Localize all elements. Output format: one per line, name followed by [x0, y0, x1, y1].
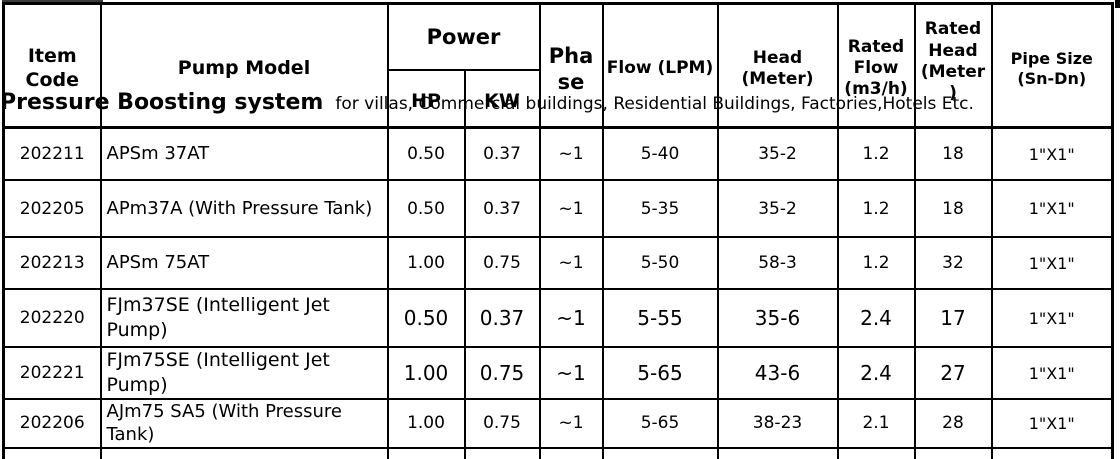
cell-pipe-size: 1"X1": [990, 126, 1114, 181]
cell-item-code: 202221: [2, 346, 102, 400]
cell-rated-head: 18: [913, 179, 993, 238]
col-header-hp: HP: [386, 69, 466, 135]
cell-head-meter: 35-2: [716, 126, 839, 181]
cell-hp: 1.00: [386, 398, 466, 449]
cell-kw: 0.75: [463, 236, 541, 290]
cell-pipe-size: 1"X1": [990, 236, 1114, 290]
clipped-border-fragment: [1115, 0, 1120, 8]
cell-rated-flow: 2.4: [836, 346, 916, 400]
section-subtitle: for villas, Commercial buildings, Reside…: [335, 94, 974, 114]
table-row: 202205 APm37A (With Pressure Tank) 0.50 …: [2, 179, 1114, 238]
cell-pipe-size: 1"X1": [990, 179, 1114, 238]
cell-flow-lpm: 5-65: [601, 398, 719, 449]
pump-data-table: 202211 APSm 37AT 0.50 0.37 ~1 5-40 35-2 …: [2, 126, 1114, 459]
table-row: 202213 APSm 75AT 1.00 0.75 ~1 5-50 58-3 …: [2, 236, 1114, 290]
cell-kw: 0.37: [463, 179, 541, 238]
cell-kw: 0.75: [463, 398, 541, 449]
cell-rated-flow: 2.4: [836, 288, 916, 348]
col-header-rated-flow: Rated Flow (m3/h): [836, 2, 916, 135]
cell-pump-model: APm37A (With Pressure Tank): [99, 179, 389, 238]
cell-head-meter: 38-23: [716, 398, 839, 449]
cell-item-code: 202220: [2, 288, 102, 348]
cell-hp: 0.50: [386, 126, 466, 181]
cell-item-code: 202205: [2, 179, 102, 238]
cell-pipe-size: 1"X1": [990, 398, 1114, 449]
col-header-item-code: Item Code: [2, 2, 102, 135]
cell-phase: ~1: [538, 236, 604, 290]
cell-item-code: 202211: [2, 126, 102, 181]
cell-head-meter: 58-3: [716, 236, 839, 290]
col-header-pipe-size: Pipe Size (Sn-Dn): [990, 2, 1114, 135]
cell-rated-flow: 2.1: [836, 398, 916, 449]
cell-head-meter: 43-6: [716, 346, 839, 400]
cell-hp: 0.50: [386, 179, 466, 238]
cell-flow-lpm: 5-55: [601, 288, 719, 348]
cell-phase: ~1: [538, 398, 604, 449]
section-title: Pressure Boosting system: [0, 90, 324, 115]
cell-phase: ~1: [538, 288, 604, 348]
col-header-phase: Pha se: [538, 2, 604, 135]
cell-flow-lpm: 5-50: [601, 236, 719, 290]
cell-flow-lpm: 5-65: [601, 346, 719, 400]
cell-kw: 0.37: [463, 288, 541, 348]
cell-item-code: 202206: [2, 398, 102, 449]
cell-kw: 0.37: [463, 126, 541, 181]
cell-kw: 0.75: [463, 346, 541, 400]
cell-pump-model: APSm 37AT: [99, 126, 389, 181]
section-heading: Pressure Boosting system for villas, Com…: [0, 80, 1120, 126]
spec-header-table: Item Code Pump Model Power Pha se Flow (…: [2, 2, 1114, 136]
cell-flow-lpm: 5-35: [601, 179, 719, 238]
cell-rated-head: 17: [913, 288, 993, 348]
cell-rated-head: 18: [913, 126, 993, 181]
cell-hp: 1.00: [386, 236, 466, 290]
table-row-clipped: [2, 446, 1114, 459]
col-header-pump-model: Pump Model: [99, 2, 389, 135]
cell-head-meter: 35-6: [716, 288, 839, 348]
table-row: 202206 AJm75 SA5 (With Pressure Tank) 1.…: [2, 398, 1114, 449]
cell-hp: 1.00: [386, 346, 466, 400]
cell-pump-model: APSm 75AT: [99, 236, 389, 290]
cell-rated-flow: 1.2: [836, 179, 916, 238]
cell-rated-flow: 1.2: [836, 236, 916, 290]
cell-phase: ~1: [538, 346, 604, 400]
cell-hp: 0.50: [386, 288, 466, 348]
cell-head-meter: 35-2: [716, 179, 839, 238]
col-header-power: Power: [386, 2, 541, 72]
cell-rated-head: 27: [913, 346, 993, 400]
col-header-kw: KW: [463, 69, 541, 135]
cell-rated-head: 32: [913, 236, 993, 290]
cell-phase: ~1: [538, 126, 604, 181]
cell-pump-model: FJm75SE (Intelligent Jet Pump): [99, 346, 389, 400]
cell-pipe-size: 1"X1": [990, 288, 1114, 348]
cell-flow-lpm: 5-40: [601, 126, 719, 181]
cell-phase: ~1: [538, 179, 604, 238]
cell-rated-head: 28: [913, 398, 993, 449]
table-row: 202220 FJm37SE (Intelligent Jet Pump) 0.…: [2, 288, 1114, 348]
cell-item-code: 202213: [2, 236, 102, 290]
table-row: 202211 APSm 37AT 0.50 0.37 ~1 5-40 35-2 …: [2, 126, 1114, 181]
rated-head-label: Rated Head (Meter ): [920, 19, 986, 103]
cell-pump-model: FJm37SE (Intelligent Jet Pump): [99, 288, 389, 348]
cell-pump-model: AJm75 SA5 (With Pressure Tank): [99, 398, 389, 449]
col-header-head-meter: Head (Meter): [716, 2, 839, 135]
table-row: 202221 FJm75SE (Intelligent Jet Pump) 1.…: [2, 346, 1114, 400]
cell-pipe-size: 1"X1": [990, 346, 1114, 400]
cell-rated-flow: 1.2: [836, 126, 916, 181]
